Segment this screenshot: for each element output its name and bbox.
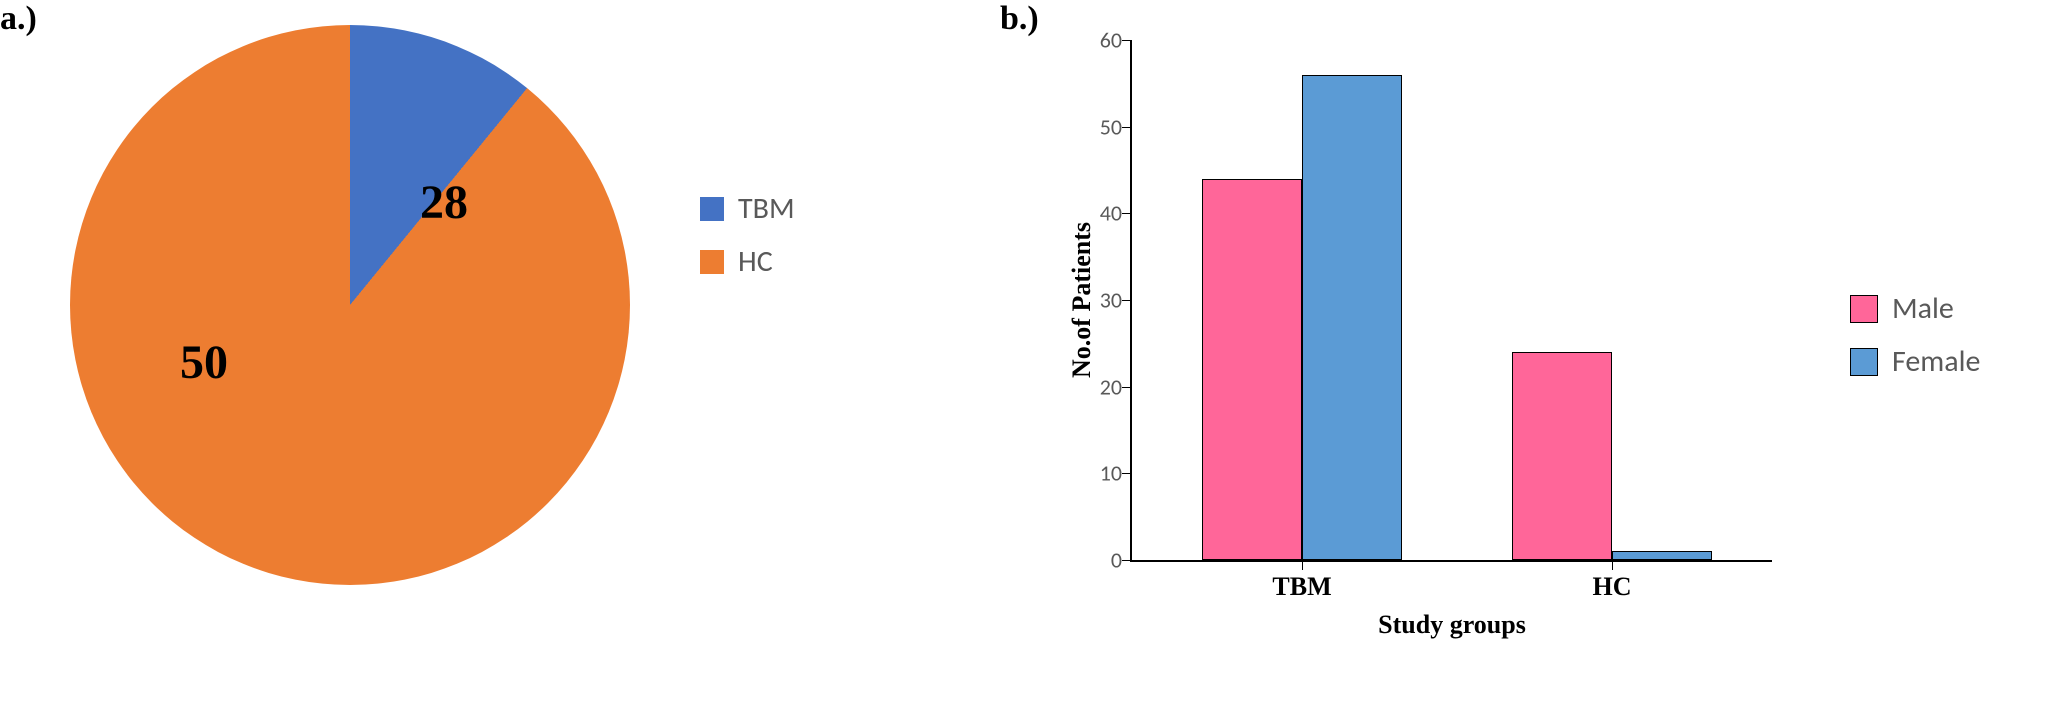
y-tick-label: 10 bbox=[1072, 460, 1122, 487]
bar-HC-Male bbox=[1512, 352, 1612, 560]
bar-TBM-Male bbox=[1202, 179, 1302, 560]
y-tick-label: 30 bbox=[1072, 287, 1122, 314]
y-tick-label: 20 bbox=[1072, 373, 1122, 400]
y-tick-label: 0 bbox=[1072, 547, 1122, 574]
legend-label: Female bbox=[1892, 343, 1980, 380]
y-tick-label: 50 bbox=[1072, 113, 1122, 140]
legend-label: Male bbox=[1892, 290, 1954, 327]
bar-chart: No.of Patients Study groups 010203040506… bbox=[1060, 30, 1800, 620]
pie-legend-item: TBM bbox=[700, 190, 795, 227]
panel-a-label: a.) bbox=[0, 0, 37, 38]
bar-legend-item: Female bbox=[1850, 343, 1980, 380]
bar-TBM-Female bbox=[1302, 75, 1402, 560]
panel-b-label: b.) bbox=[1000, 0, 1039, 38]
x-category-label: TBM bbox=[1272, 572, 1331, 602]
y-tick-label: 60 bbox=[1072, 27, 1122, 54]
legend-label: HC bbox=[738, 243, 773, 280]
pie-legend-item: HC bbox=[700, 243, 795, 280]
x-tick bbox=[1612, 560, 1613, 570]
pie-disc bbox=[70, 25, 630, 585]
y-tick bbox=[1122, 127, 1132, 128]
bar-plot-area: No.of Patients Study groups 010203040506… bbox=[1130, 40, 1772, 562]
y-tick bbox=[1122, 473, 1132, 474]
bar-legend: Male Female bbox=[1850, 290, 1980, 396]
bar-legend-item: Male bbox=[1850, 290, 1980, 327]
legend-swatch bbox=[1850, 348, 1878, 376]
x-category-label: HC bbox=[1593, 572, 1632, 602]
pie-legend: TBM HC bbox=[700, 190, 795, 296]
pie-value-tbm: 28 bbox=[420, 175, 468, 230]
y-tick bbox=[1122, 40, 1132, 41]
x-tick bbox=[1302, 560, 1303, 570]
bar-HC-Female bbox=[1612, 551, 1712, 560]
legend-swatch bbox=[700, 250, 724, 274]
x-axis-title: Study groups bbox=[1378, 610, 1526, 640]
pie-value-hc: 50 bbox=[180, 335, 228, 390]
pie-chart: 28 50 bbox=[70, 25, 630, 585]
y-tick bbox=[1122, 300, 1132, 301]
y-tick bbox=[1122, 213, 1132, 214]
legend-swatch bbox=[700, 197, 724, 221]
y-tick bbox=[1122, 387, 1132, 388]
legend-label: TBM bbox=[738, 190, 795, 227]
y-tick-label: 40 bbox=[1072, 200, 1122, 227]
y-tick bbox=[1122, 560, 1132, 561]
legend-swatch bbox=[1850, 295, 1878, 323]
